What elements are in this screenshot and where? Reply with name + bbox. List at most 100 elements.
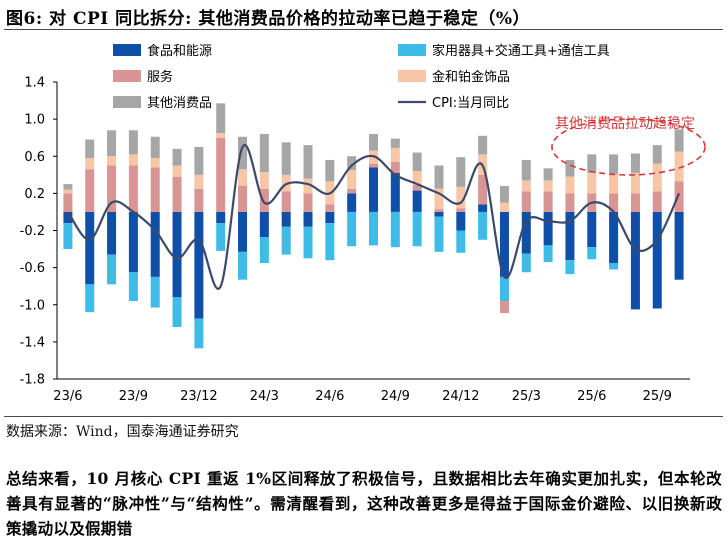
body-paragraph: 总结来看，10 月核心 CPI 重返 1%区间释放了积极信号，且数据相比去年确实… bbox=[6, 466, 722, 541]
bar-segment bbox=[281, 226, 291, 255]
bar-segment bbox=[128, 211, 138, 273]
y-tick-label: -1.0 bbox=[20, 298, 45, 313]
bar-segment bbox=[216, 133, 226, 138]
bar-segment bbox=[478, 135, 488, 155]
legend-swatch bbox=[113, 96, 141, 108]
bar-segment bbox=[630, 172, 640, 194]
bar-segment bbox=[565, 260, 575, 275]
bar-segment bbox=[303, 145, 313, 179]
bar-segment bbox=[674, 181, 684, 212]
bar-segment bbox=[238, 251, 248, 280]
x-tick-label: 23/12 bbox=[180, 389, 217, 404]
bar-segment bbox=[325, 223, 335, 261]
bar-segment bbox=[434, 211, 444, 217]
bar-segment bbox=[128, 154, 138, 166]
bar-segment bbox=[565, 176, 575, 194]
bar-segment bbox=[456, 186, 466, 209]
bar-segment bbox=[216, 137, 226, 212]
bar-segment bbox=[347, 193, 357, 212]
bar-segment bbox=[150, 136, 160, 159]
bar-segment bbox=[478, 211, 488, 240]
legend-swatch bbox=[398, 44, 426, 56]
y-tick-label: 1.4 bbox=[24, 76, 45, 91]
bar-segment bbox=[499, 185, 509, 203]
annotation-text: 其他消费品拉动趋稳定 bbox=[555, 116, 695, 132]
bar-segment bbox=[456, 230, 466, 253]
bar-segment bbox=[587, 172, 597, 194]
cpi-line bbox=[67, 143, 681, 290]
bar-segment bbox=[456, 157, 466, 187]
bar-segment bbox=[107, 254, 117, 285]
bar-segment bbox=[281, 211, 291, 227]
bar-segment bbox=[412, 152, 422, 172]
y-tick-label: -1.8 bbox=[20, 373, 45, 388]
legend-label: 服务 bbox=[147, 69, 173, 85]
bar-segment bbox=[390, 147, 400, 162]
bars-layer bbox=[63, 103, 684, 349]
bar-segment bbox=[587, 211, 597, 248]
bar-segment bbox=[543, 180, 553, 192]
y-tick-label: 0.6 bbox=[24, 150, 45, 165]
bar-segment bbox=[652, 211, 662, 309]
paragraph-text: 总结来看，10 月核心 CPI 重返 1%区间释放了积极信号，且数据相比去年确实… bbox=[6, 469, 722, 538]
bar-segment bbox=[107, 156, 117, 166]
bar-segment bbox=[499, 301, 509, 314]
bar-segment bbox=[412, 185, 422, 191]
bar-segment bbox=[150, 167, 160, 212]
bar-segment bbox=[456, 208, 466, 212]
bar-segment bbox=[172, 211, 182, 298]
legend-label: 金和铂金饰品 bbox=[432, 69, 510, 85]
bar-segment bbox=[259, 188, 269, 212]
bar-segment bbox=[543, 168, 553, 181]
bar-segment bbox=[390, 161, 400, 173]
y-tick-label: -1.4 bbox=[20, 335, 45, 350]
bar-segment bbox=[499, 202, 509, 212]
y-tick-label: 1.0 bbox=[24, 113, 45, 128]
x-tick-label: 25/9 bbox=[643, 389, 672, 404]
bar-segment bbox=[652, 191, 662, 212]
bar-segment bbox=[521, 180, 531, 192]
bar-segment bbox=[369, 167, 378, 212]
bar-segment bbox=[150, 211, 160, 277]
bar-segment bbox=[652, 145, 662, 164]
line-layer bbox=[67, 143, 681, 290]
bar-segment bbox=[347, 211, 357, 247]
y-tick-label: -0.2 bbox=[20, 224, 45, 239]
x-tick-label: 25/6 bbox=[577, 389, 606, 404]
bar-segment bbox=[390, 211, 400, 248]
bar-segment bbox=[543, 191, 553, 212]
bar-segment bbox=[652, 163, 662, 192]
bar-segment bbox=[369, 133, 378, 151]
bar-segment bbox=[216, 103, 226, 134]
x-tick-label: 23/9 bbox=[119, 389, 148, 404]
bar-segment bbox=[369, 163, 378, 168]
bar-segment bbox=[609, 193, 619, 212]
bar-segment bbox=[565, 193, 575, 212]
bar-segment bbox=[303, 226, 313, 259]
bar-segment bbox=[325, 159, 335, 182]
bar-segment bbox=[85, 158, 95, 170]
bar-segment bbox=[347, 156, 357, 171]
bar-segment bbox=[238, 211, 248, 252]
x-tick-label: 24/9 bbox=[381, 389, 410, 404]
bar-segment bbox=[281, 142, 291, 175]
bar-segment bbox=[150, 158, 160, 168]
bar-segment bbox=[390, 138, 400, 148]
bar-segment bbox=[281, 191, 291, 212]
bar-segment bbox=[303, 178, 313, 194]
bar-segment bbox=[521, 253, 531, 273]
bar-segment bbox=[194, 174, 204, 189]
legend-swatch bbox=[113, 70, 141, 82]
bar-segment bbox=[303, 211, 313, 227]
bar-segment bbox=[128, 272, 138, 302]
bar-segment bbox=[347, 170, 357, 189]
bar-segment bbox=[565, 159, 575, 177]
bar-segment bbox=[434, 165, 444, 189]
bar-segment bbox=[259, 172, 269, 189]
bar-segment bbox=[499, 211, 509, 277]
legend-label: 其他消费品 bbox=[147, 96, 212, 111]
bar-segment bbox=[172, 148, 182, 166]
bar-segment bbox=[325, 204, 335, 212]
bar-segment bbox=[565, 211, 575, 261]
y-tick-label: -0.6 bbox=[20, 261, 45, 276]
